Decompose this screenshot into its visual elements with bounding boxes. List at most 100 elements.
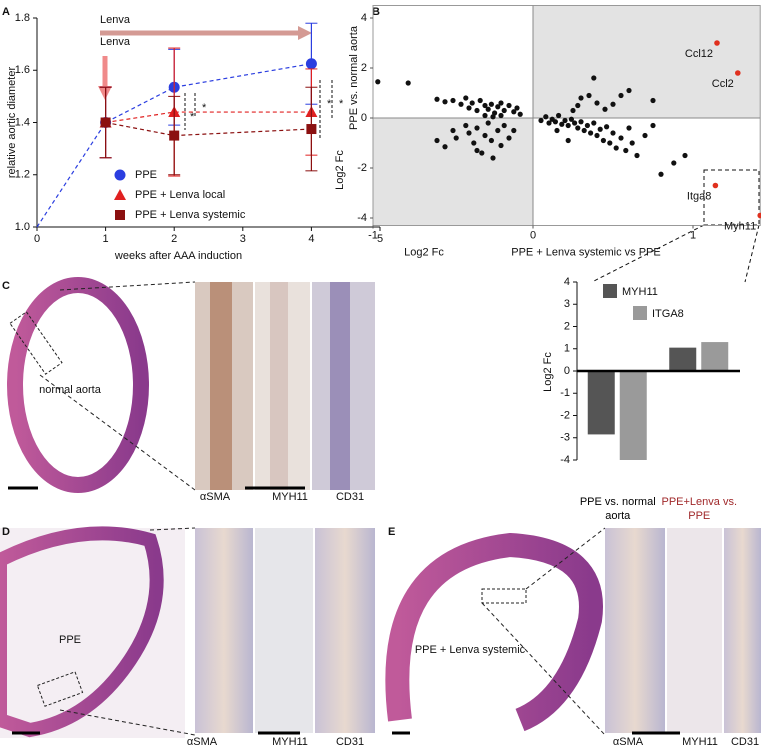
point [514, 105, 520, 111]
point [626, 125, 632, 131]
legend-swatch [633, 306, 647, 320]
stain-label: αSMA [613, 736, 644, 748]
point [538, 117, 544, 124]
lenva-arrows [98, 26, 333, 140]
histology-d [0, 526, 375, 738]
point [466, 105, 472, 111]
point [554, 127, 560, 134]
y-tick-label: 1.2 [15, 169, 30, 181]
legend-marker [114, 169, 126, 181]
point [466, 130, 472, 136]
point [578, 95, 584, 101]
annotation: * [339, 98, 344, 110]
point [623, 147, 629, 154]
x-tick-label: 3 [240, 233, 246, 245]
point [629, 140, 635, 146]
point [658, 171, 664, 177]
point [618, 92, 624, 99]
highlight-point [735, 70, 741, 76]
x-tick-label: 1 [690, 229, 696, 241]
y-tick-label: 1.6 [15, 64, 30, 76]
histology-c [7, 277, 375, 493]
point [607, 140, 613, 146]
point [543, 114, 549, 120]
point [671, 160, 677, 166]
point [485, 106, 491, 112]
point [469, 100, 475, 106]
point [568, 116, 575, 122]
panel-letter: A [2, 6, 10, 18]
point [610, 101, 616, 107]
point [565, 137, 571, 144]
point [442, 144, 448, 150]
sample-label: PPE [59, 634, 81, 646]
stain-label: αSMA [187, 736, 218, 748]
stain-label: CD31 [731, 736, 759, 748]
point [586, 92, 592, 99]
series-line [105, 121, 312, 137]
y-axis-sublabel: PPE vs. normal aorta [348, 25, 360, 130]
point [511, 109, 517, 115]
y-tick-label: -4 [357, 212, 367, 224]
point [450, 127, 456, 134]
x-tick-label: 2 [171, 233, 177, 245]
point [588, 130, 594, 136]
legend-label: MYH11 [622, 286, 658, 298]
stain-label: MYH11 [272, 491, 308, 503]
point [559, 121, 565, 127]
y-tick-label: 1 [564, 343, 570, 355]
legend-swatch [603, 284, 617, 298]
legend-marker [114, 189, 126, 200]
panel-letter: B [372, 6, 380, 18]
point [546, 120, 552, 126]
highlight-label: Myh11 [724, 220, 756, 232]
legend-marker [115, 210, 125, 220]
y-tick-label: -3 [560, 432, 570, 444]
bar [669, 347, 697, 371]
y-tick-label: -1 [560, 387, 570, 399]
highlight-label: Ccl12 [685, 48, 713, 60]
point [458, 101, 464, 107]
y-tick-label: 4 [361, 12, 367, 24]
point [575, 125, 581, 131]
series-line [105, 111, 312, 124]
point [495, 104, 501, 110]
point [375, 79, 381, 85]
point [482, 132, 488, 139]
point [463, 95, 469, 101]
point [584, 122, 591, 129]
point [650, 97, 656, 104]
point [488, 137, 494, 144]
y-axis-label: Log2 Fc [334, 150, 346, 190]
point [570, 107, 576, 114]
y-tick-label: 4 [564, 276, 570, 288]
panel-letter: D [2, 526, 10, 538]
point [600, 137, 607, 144]
x-axis-sublabel: PPE + Lenva systemic vs PPE [511, 246, 660, 258]
x-axis-label: Log2 Fc [404, 246, 444, 258]
marker [306, 124, 317, 135]
annotation: Lenva [100, 14, 131, 26]
stain-label: CD31 [336, 491, 364, 503]
point [474, 147, 480, 154]
point [682, 152, 688, 159]
bar [619, 371, 647, 460]
point [517, 111, 523, 117]
quadrant [373, 118, 533, 226]
annotation: * [202, 102, 207, 114]
category-label: PPE+Lenva vs. PPE [661, 496, 738, 522]
stain-label: CD31 [336, 736, 364, 748]
point [604, 124, 610, 130]
sample-label: PPE + Lenva systemic [415, 644, 526, 656]
y-tick-label: 1.4 [15, 116, 30, 128]
annotation: * [190, 111, 195, 123]
annotation: * [327, 98, 332, 110]
bar [587, 371, 615, 435]
highlight-label: Itga8 [687, 190, 711, 202]
highlight-label: Ccl2 [712, 78, 734, 90]
y-axis-label: relative aortic diameter [6, 67, 18, 179]
y-axis-label: Log2 Fc [542, 352, 554, 392]
point [434, 96, 440, 102]
stain-label: αSMA [200, 491, 231, 503]
point [498, 100, 504, 106]
